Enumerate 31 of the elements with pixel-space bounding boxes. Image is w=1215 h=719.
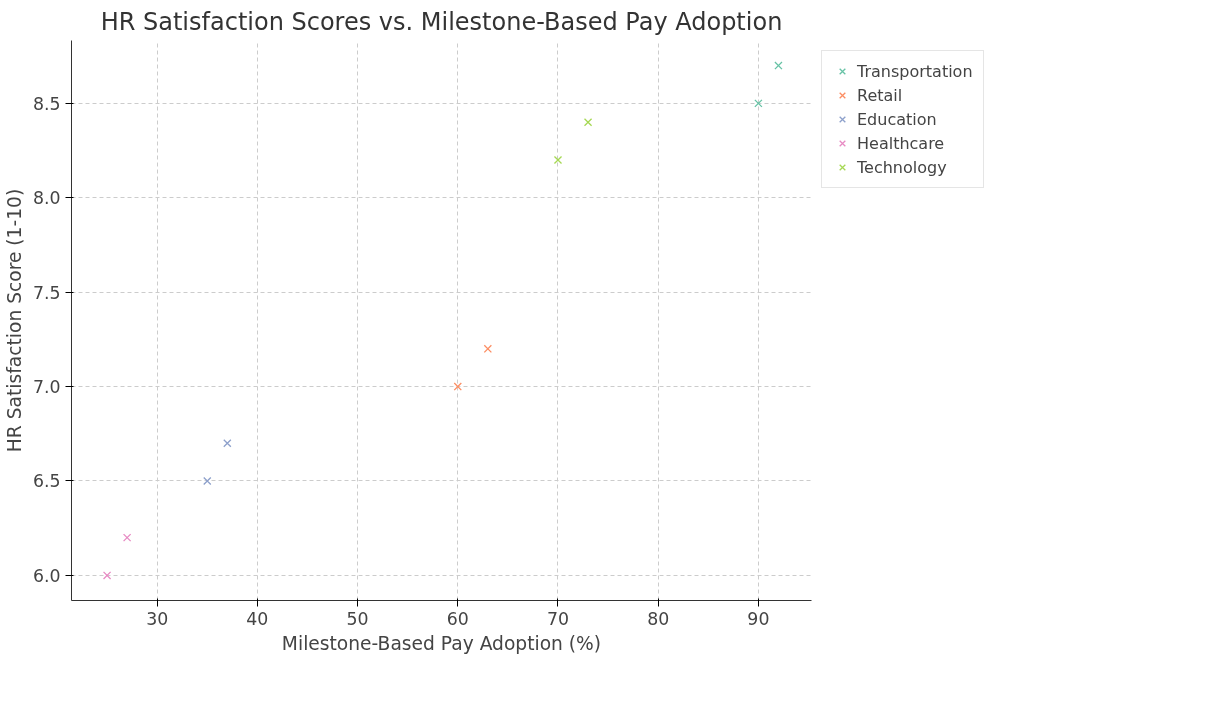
x-tick-label: 90 <box>747 608 770 629</box>
y-tick-label: 6.5 <box>32 471 61 492</box>
point <box>754 99 763 108</box>
point <box>203 476 212 486</box>
x-tick-label: 50 <box>346 608 369 629</box>
x-tick-label: 30 <box>146 608 169 629</box>
y-tick-label: 6.0 <box>32 565 61 586</box>
point <box>453 382 462 391</box>
legend-label: Retail <box>857 85 903 105</box>
legend-label: Transportation <box>857 61 973 81</box>
x-tick-label: 70 <box>546 608 570 629</box>
point <box>102 571 112 580</box>
y-axis-title: HR Satisfaction Score (1-10) <box>3 188 25 453</box>
point <box>583 118 593 127</box>
y-tick-label: 8.0 <box>32 188 61 209</box>
x-tick-label: 80 <box>647 608 670 629</box>
point <box>774 61 783 70</box>
legend-label: Technology <box>857 157 947 177</box>
legend-label: Education <box>857 109 937 129</box>
chart-title: HR Satisfaction Scores vs. Milestone-Based Pay Adoption <box>100 7 783 36</box>
point <box>483 344 493 354</box>
point <box>122 533 132 542</box>
x-tick-label: 60 <box>446 608 469 629</box>
y-tick-label: 7.0 <box>32 377 61 398</box>
point <box>553 155 563 165</box>
x-axis-title: Milestone-Based Pay Adoption (%) <box>281 632 602 654</box>
y-tick-label: 7.5 <box>32 282 61 303</box>
y-tick-label: 8.5 <box>32 93 61 114</box>
point <box>223 439 232 448</box>
legend-label: Healthcare <box>857 133 945 153</box>
x-tick-label: 40 <box>246 608 269 629</box>
